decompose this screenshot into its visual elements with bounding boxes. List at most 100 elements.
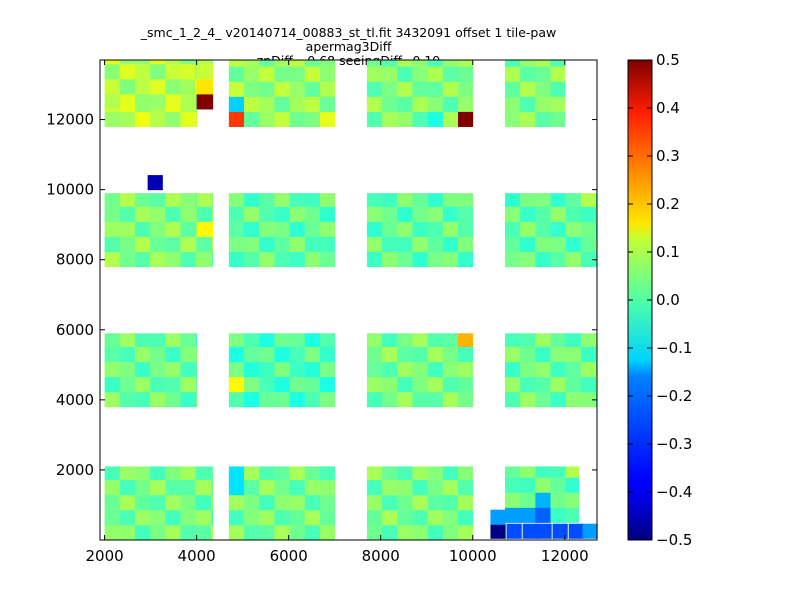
- heatmap-cell: [412, 81, 429, 97]
- heatmap-cell: [550, 221, 567, 237]
- heatmap-cell: [520, 193, 536, 207]
- heatmap-cell: [412, 509, 429, 526]
- heatmap-cell: [104, 479, 121, 496]
- heatmap-cell: [274, 251, 290, 268]
- heatmap-cell: [259, 193, 275, 207]
- heatmap-cell: [304, 346, 321, 363]
- heatmap-cell: [550, 346, 567, 363]
- heatmap-cell: [259, 66, 275, 82]
- heatmap-cell: [550, 81, 566, 97]
- heatmap-cell: [274, 509, 290, 526]
- heatmap-cell: [180, 63, 197, 80]
- heatmap-cell: [319, 251, 336, 268]
- heatmap-cell: [504, 477, 521, 493]
- heatmap-cell-outlier: [147, 175, 163, 191]
- y-tick-label: 10000: [46, 181, 94, 199]
- heatmap-cell: [150, 361, 166, 378]
- heatmap-cell: [196, 251, 213, 268]
- heatmap-cell: [535, 206, 551, 222]
- heatmap-cell: [535, 346, 551, 363]
- heatmap-cell: [520, 507, 536, 523]
- heatmap-cell: [289, 66, 306, 82]
- heatmap-cell: [259, 346, 275, 363]
- heatmap-cell: [210, 479, 214, 496]
- heatmap-cell: [244, 251, 260, 268]
- heatmap-cell: [210, 509, 214, 526]
- heatmap-cell: [104, 251, 121, 268]
- heatmap-cell: [104, 509, 121, 526]
- heatmap-cell: [274, 391, 290, 408]
- heatmap-cell: [319, 346, 336, 363]
- heatmap-cell: [550, 96, 566, 112]
- heatmap-cell: [104, 109, 121, 112]
- heatmap-cell: [382, 221, 398, 237]
- heatmap-cell: [412, 361, 429, 378]
- heatmap-cell: [244, 221, 260, 237]
- heatmap-cell: [366, 391, 383, 408]
- heatmap-cell: [535, 81, 551, 97]
- heatmap-cell: [119, 221, 136, 237]
- heatmap-cell: [289, 346, 306, 363]
- x-axis: 2000 4000 6000 8000 10000 12000: [86, 60, 589, 565]
- heatmap-cell: [259, 206, 275, 222]
- heatmap-cell: [228, 193, 245, 207]
- heatmap-cell: [119, 494, 136, 511]
- heatmap-cell: [304, 494, 321, 511]
- heatmap-cell: [274, 193, 290, 207]
- heatmap-cell: [442, 251, 459, 268]
- heatmap-cell: [180, 206, 197, 222]
- heatmap-cell: [366, 81, 383, 97]
- heatmap-cell: [150, 78, 166, 95]
- heatmap-cell: [535, 466, 551, 478]
- heatmap-cell: [165, 479, 181, 496]
- heatmap-cell: [104, 361, 121, 378]
- colorbar-tick-label: 0.1: [656, 243, 680, 261]
- heatmap-cell: [104, 524, 121, 541]
- heatmap-cell: [535, 236, 551, 253]
- heatmap-cell: [119, 93, 136, 110]
- heatmap-cell: [304, 193, 321, 207]
- heatmap-cell: [550, 492, 567, 508]
- heatmap-cell: [228, 251, 245, 268]
- heatmap-cell: [412, 206, 429, 222]
- heatmap-cell: [165, 236, 181, 253]
- heatmap-cell: [195, 193, 198, 207]
- heatmap-cell: [274, 479, 290, 496]
- heatmap-cell: [520, 333, 536, 347]
- heatmap-cell: [412, 66, 429, 82]
- heatmap-cell: [195, 221, 198, 237]
- heatmap-cell: [580, 251, 597, 268]
- heatmap-cell: [535, 66, 551, 82]
- heatmap-cell: [397, 221, 413, 237]
- heatmap-cell: [319, 96, 336, 112]
- heatmap-cell: [195, 63, 198, 80]
- heatmap-cell: [289, 96, 306, 112]
- heatmap-cell: [289, 479, 306, 496]
- heatmap-cell: [244, 494, 260, 511]
- heatmap-cell: [366, 221, 383, 237]
- heatmap-cell: [274, 376, 290, 393]
- heatmap-cell: [289, 81, 306, 97]
- heatmap-cell: [244, 361, 260, 378]
- heatmap-cell: [119, 251, 136, 268]
- heatmap-cell: [520, 81, 536, 97]
- heatmap-cell: [427, 111, 444, 127]
- heatmap-cell: [104, 60, 121, 65]
- heatmap-cell: [228, 96, 245, 112]
- heatmap-cell: [150, 111, 166, 127]
- heatmap-cell: [304, 509, 321, 526]
- heatmap-cell: [196, 78, 213, 95]
- heatmap-cell: [580, 193, 597, 207]
- heatmap-cell: [119, 78, 136, 95]
- heatmap-cell: [228, 81, 245, 97]
- heatmap-cell: [134, 494, 151, 511]
- heatmap-cell: [259, 236, 275, 253]
- heatmap-cell: [382, 236, 398, 253]
- heatmap-cell: [580, 236, 597, 253]
- heatmap-cell: [397, 333, 413, 347]
- heatmap-cell: [504, 221, 521, 237]
- heatmap-cell: [504, 466, 521, 478]
- heatmap-cell: [104, 391, 121, 408]
- heatmap-cell: [319, 111, 336, 127]
- heatmap-cell: [412, 466, 429, 481]
